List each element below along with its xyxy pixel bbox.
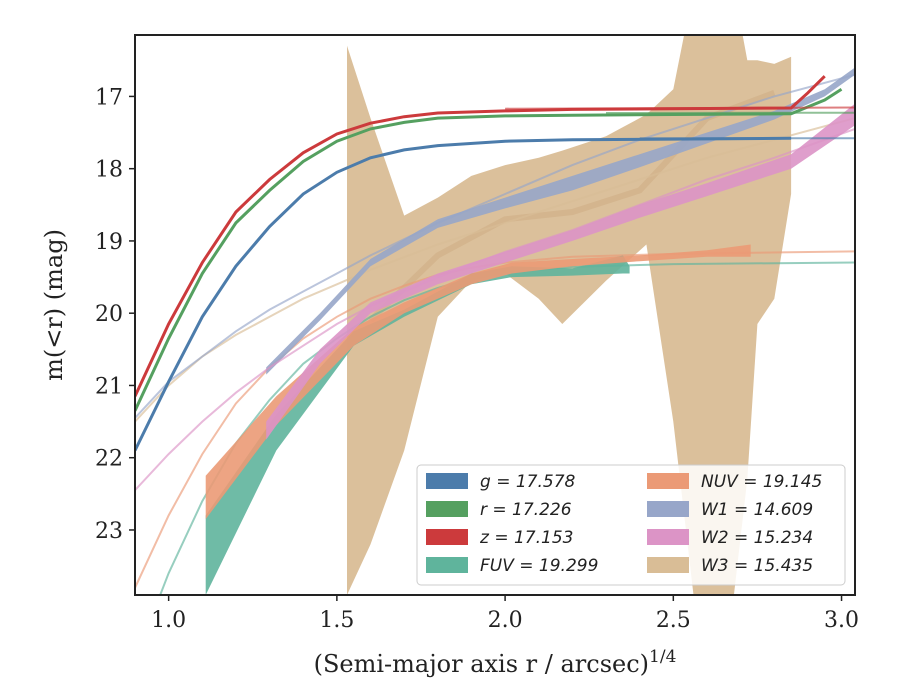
curve-g <box>135 136 792 452</box>
legend-label: g = 17.578 <box>480 472 576 492</box>
band-fuv <box>205 255 630 595</box>
x-tick-label: 2.0 <box>488 608 523 633</box>
x-tick-label: 1.0 <box>151 608 186 633</box>
legend-label: FUV = 19.299 <box>480 556 598 576</box>
y-tick-label: 23 <box>95 519 123 544</box>
curve-r <box>135 87 843 412</box>
x-axis: 1.0 1.5 2.0 2.5 3.0 <box>151 595 859 633</box>
legend-label: z = 17.153 <box>479 528 573 548</box>
legend-swatch <box>426 501 468 517</box>
legend-swatch <box>647 473 689 489</box>
legend-label: W3 = 15.435 <box>701 556 813 576</box>
plot-frame <box>134 34 856 596</box>
legend-swatch <box>426 529 468 545</box>
x-tick-label: 3.0 <box>824 608 859 633</box>
legend-label: r = 17.226 <box>480 500 572 520</box>
model-w1 <box>135 73 855 419</box>
y-tick-label: 22 <box>95 447 123 472</box>
band-nuv <box>205 244 751 520</box>
y-tick-label: 21 <box>95 374 123 399</box>
legend-swatch <box>647 529 689 545</box>
legend: g = 17.578 r = 17.226 z = 17.153 FUV = 19.2… <box>416 464 846 586</box>
y-tick-label: 18 <box>95 158 123 183</box>
legend-swatch <box>426 557 468 573</box>
y-tick-label: 17 <box>95 85 123 110</box>
legend-box <box>416 464 846 586</box>
legend-swatch <box>647 557 689 573</box>
legend-label: W2 = 15.234 <box>701 528 813 548</box>
y-axis: 17 18 19 20 21 22 23 <box>95 85 135 544</box>
x-axis-label: (Semi-major axis r / arcsec)1/4 <box>314 647 677 678</box>
x-tick-label: 2.5 <box>656 608 691 633</box>
legend-label: W1 = 14.609 <box>701 500 813 520</box>
legend-swatch <box>426 473 468 489</box>
model-nuv <box>135 250 855 589</box>
band-w3 <box>347 35 792 595</box>
plot-area <box>135 35 855 595</box>
model-w2 <box>135 127 855 491</box>
legend-swatch <box>647 501 689 517</box>
y-axis-label: m(<r) (mag) <box>40 229 68 381</box>
y-tick-label: 20 <box>95 302 123 327</box>
y-tick-label: 19 <box>95 230 123 255</box>
legend-label: NUV = 19.145 <box>701 472 822 492</box>
x-tick-label: 1.5 <box>319 608 354 633</box>
curve-z <box>135 75 826 397</box>
band-w2 <box>266 103 855 440</box>
